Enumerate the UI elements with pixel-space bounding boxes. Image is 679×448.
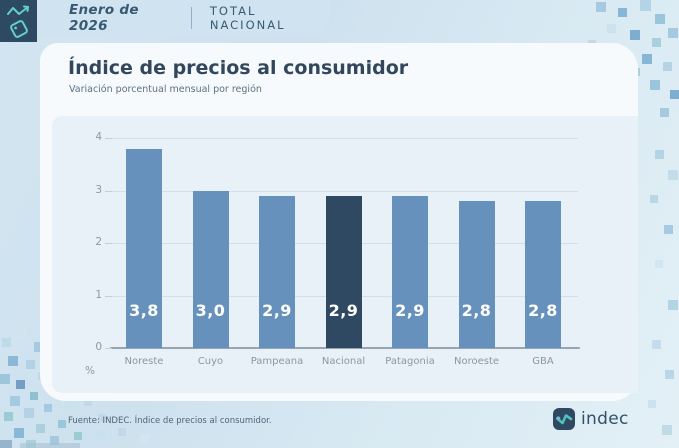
y-axis-tick-label: 3	[95, 183, 102, 196]
x-axis-label: Pampeana	[250, 356, 304, 367]
indec-logo-icon	[553, 408, 575, 430]
bar-value-label: 2,9	[328, 301, 359, 320]
bar-value-label: 3,0	[195, 301, 226, 320]
bar: 3,8	[126, 148, 162, 348]
bar-value-label: 2,9	[262, 301, 292, 320]
y-axis-tick-label: 4	[95, 131, 102, 143]
indec-logo-text: indec	[581, 409, 629, 429]
y-axis-tick-mark	[105, 138, 112, 139]
bar-value-label: 2,8	[461, 301, 492, 320]
bar: 2,9	[392, 195, 428, 348]
x-axis-label: Noreste	[124, 356, 164, 367]
header-divider	[190, 7, 192, 29]
gridline	[112, 190, 578, 192]
gridline	[112, 138, 578, 139]
bar: 3,0	[192, 190, 229, 348]
bar: 2,8	[525, 201, 561, 348]
bar: 2,9	[259, 195, 295, 348]
x-axis-label: Nacional	[321, 356, 366, 367]
x-axis-label: Cuyo	[197, 356, 224, 367]
bar-value-label: 2,9	[395, 301, 425, 320]
x-axis-label: Patagonia	[385, 356, 435, 367]
chart-title: Índice de precios al consumidor	[68, 57, 409, 79]
x-axis-label: Noroeste	[453, 356, 500, 367]
source-note: Fuente: INDEC. Índice de precios al cons…	[68, 416, 272, 426]
period-label: Enero de 2026	[69, 2, 139, 34]
y-axis-tick-mark	[105, 295, 112, 297]
y-axis-tick-mark	[105, 243, 112, 244]
y-axis-tick-label: 0	[95, 341, 102, 353]
bar-value-label: 3,8	[129, 301, 159, 320]
chart-subtitle: Variación porcentual mensual por región	[69, 84, 262, 95]
header-logo-box	[0, 0, 37, 42]
y-axis-tick-mark	[105, 190, 112, 192]
bar-value-label: 2,8	[528, 301, 558, 320]
header-period-banner: Enero de 2026 TOTAL NACIONAL	[37, 0, 329, 36]
y-axis-tick-label: 1	[95, 288, 102, 301]
trend-and-price-tag-icon	[7, 5, 29, 38]
x-axis-line	[110, 347, 580, 349]
y-axis-tick-label: 2	[95, 236, 102, 248]
bar: 2,8	[458, 201, 495, 348]
indec-brand: indec	[552, 407, 629, 431]
y-axis-unit-label: %	[85, 365, 95, 377]
y-axis-tick-mark	[105, 348, 112, 349]
x-axis-label: GBA	[532, 356, 554, 367]
bar-highlighted: 2,9	[325, 195, 362, 348]
scope-label: TOTAL NACIONAL	[209, 4, 286, 32]
